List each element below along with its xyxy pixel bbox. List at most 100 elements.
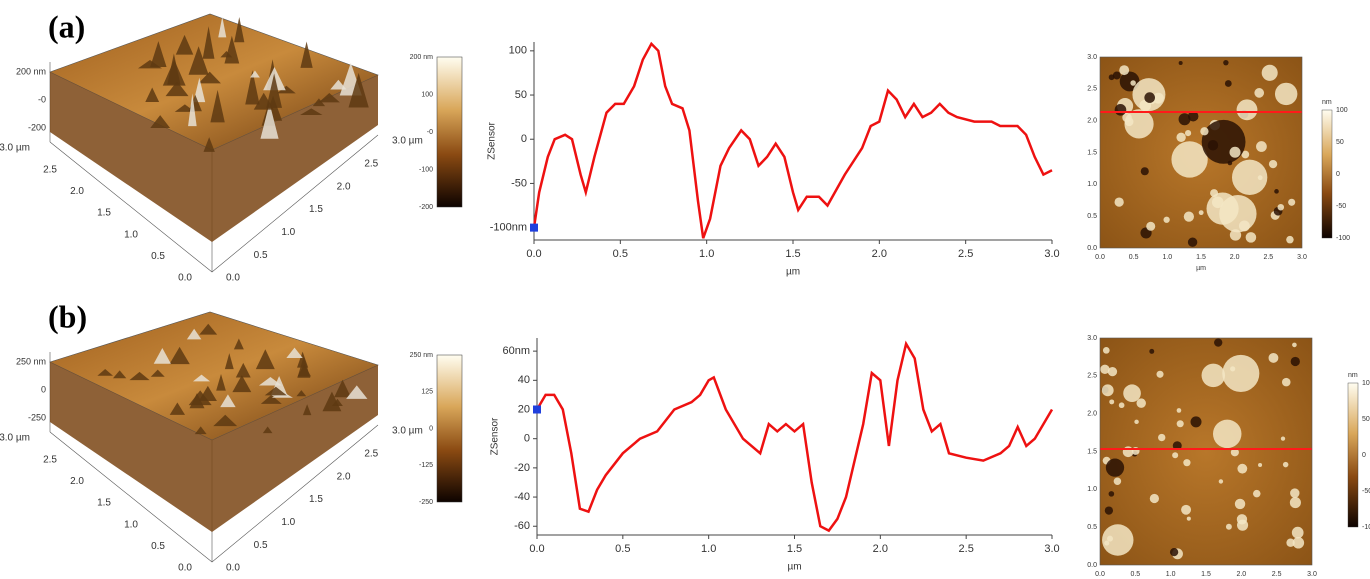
afm-grain xyxy=(1286,235,1294,244)
surface-peak xyxy=(175,34,194,55)
x-tick-label: 0.5 xyxy=(613,248,628,260)
x-tick-label: 2.0 xyxy=(1236,571,1246,578)
afm-grain xyxy=(1119,65,1130,76)
afm-grain xyxy=(1183,211,1194,222)
afm-grain xyxy=(1172,441,1182,451)
afm-grain xyxy=(1113,477,1122,485)
y-axis-label: ZSensor xyxy=(490,417,501,455)
x-tick-label: 1.0 xyxy=(1162,254,1172,261)
surface-peak xyxy=(286,347,303,359)
afm-grain xyxy=(1130,80,1136,86)
x-tick-label: 0.0 xyxy=(526,248,541,260)
afm-grain xyxy=(1238,220,1250,232)
afm-grain xyxy=(1214,338,1223,347)
y-tick-label: 0.0 xyxy=(178,563,192,574)
afm-grain xyxy=(1234,498,1246,510)
surface-peak xyxy=(258,376,282,386)
surface-peak xyxy=(322,391,342,412)
x-axis-label: µm xyxy=(786,267,800,278)
surface-peak xyxy=(300,108,323,115)
y-tick-label: 2.5 xyxy=(1087,86,1097,93)
afm-grain xyxy=(1169,547,1179,557)
x-tick-label: 1.5 xyxy=(1201,571,1211,578)
z-tick-label: 250 nm xyxy=(16,356,46,366)
afm-grain xyxy=(1107,535,1113,542)
surface-peak xyxy=(260,102,279,139)
afm-grain xyxy=(1149,348,1155,354)
x-tick-label: 2.0 xyxy=(872,248,887,260)
profile-line xyxy=(532,41,1053,239)
y-tick-label: 20 xyxy=(518,403,530,415)
afm-grain xyxy=(1102,346,1110,354)
surface-skirt xyxy=(50,362,378,532)
y-tick-label: 0 xyxy=(521,133,527,145)
afm-grain xyxy=(1118,402,1125,409)
afm-grain xyxy=(1136,398,1146,408)
surface-peak xyxy=(235,362,251,378)
x-tick-label: 0.0 xyxy=(1095,571,1105,578)
y-tick-label: 60nm xyxy=(502,345,530,357)
colorbar-tick-label: 250 nm xyxy=(410,352,434,359)
surface-peak xyxy=(194,426,207,435)
y-tick-label: 1.0 xyxy=(124,519,138,530)
surface-peak xyxy=(213,414,238,427)
afm-grain xyxy=(1112,71,1121,80)
afm-grain xyxy=(1187,110,1199,122)
afm-grain xyxy=(1178,61,1183,66)
panel-label: (b) xyxy=(48,298,87,334)
surface-peak xyxy=(145,87,160,103)
x-tick-label: 0.0 xyxy=(529,543,544,555)
afm-grain xyxy=(1101,384,1114,397)
z-tick-label: -200 xyxy=(28,122,46,132)
afm-frame xyxy=(1099,56,1303,249)
x-axis-label: µm xyxy=(787,562,801,573)
x-tick-label: 2.5 xyxy=(1263,254,1273,261)
surface-peak xyxy=(224,353,234,370)
afm-grain xyxy=(1288,198,1296,206)
surface-peak xyxy=(220,394,236,408)
y-tick-label: -100nm xyxy=(490,222,527,234)
x-tick-label: 3.0 xyxy=(1297,254,1307,261)
afm-grain xyxy=(1183,459,1191,467)
x-tick-label: 2.5 xyxy=(1272,571,1282,578)
surface-peak xyxy=(276,85,296,94)
afm-grain xyxy=(1274,189,1279,194)
afm-grain xyxy=(1181,504,1192,515)
surface-peak xyxy=(203,137,215,152)
x-tick-label: 2.0 xyxy=(337,181,351,192)
surface-peak xyxy=(97,368,113,376)
x-tick-label: 2.5 xyxy=(958,248,973,260)
y-tick-label: 1.5 xyxy=(97,208,111,219)
surface-peak xyxy=(245,70,260,105)
surface-peak xyxy=(129,371,150,381)
surface-peak xyxy=(210,89,225,123)
surface-peak xyxy=(162,59,186,86)
colorbar-tick-label: -250 xyxy=(419,499,433,506)
y-tick-label: 50 xyxy=(515,89,527,101)
x-tick-label: 2.0 xyxy=(1230,254,1240,261)
x-tick-label: 0.0 xyxy=(226,563,240,574)
afm-grain xyxy=(1252,489,1261,498)
afm-grain xyxy=(1286,538,1295,547)
afm-grain xyxy=(1292,342,1297,348)
afm-grain xyxy=(1268,352,1279,363)
surface-peak xyxy=(224,35,240,64)
afm-grain xyxy=(1290,356,1300,367)
afm-grain xyxy=(1107,367,1118,377)
y-tick-label: 3.0 xyxy=(1087,54,1097,61)
x-tick-label: 1.0 xyxy=(281,517,295,528)
afm-grain xyxy=(1149,493,1159,504)
x-tick-label: 1.5 xyxy=(309,204,323,215)
colorbar-tick-label: -100 xyxy=(1336,235,1350,242)
colorbar-tick-label: 200 nm xyxy=(410,54,434,61)
z-tick-label: -0 xyxy=(38,94,46,104)
y-tick-label: 0.0 xyxy=(178,273,192,284)
afm-grain xyxy=(1178,113,1191,126)
surface-peak xyxy=(266,73,283,108)
colorbar-tick-label: -50 xyxy=(1336,203,1346,210)
afm-grain xyxy=(1190,416,1202,428)
y-tick-label: 2.5 xyxy=(43,164,57,175)
x-tick-label: 0.5 xyxy=(1130,571,1140,578)
